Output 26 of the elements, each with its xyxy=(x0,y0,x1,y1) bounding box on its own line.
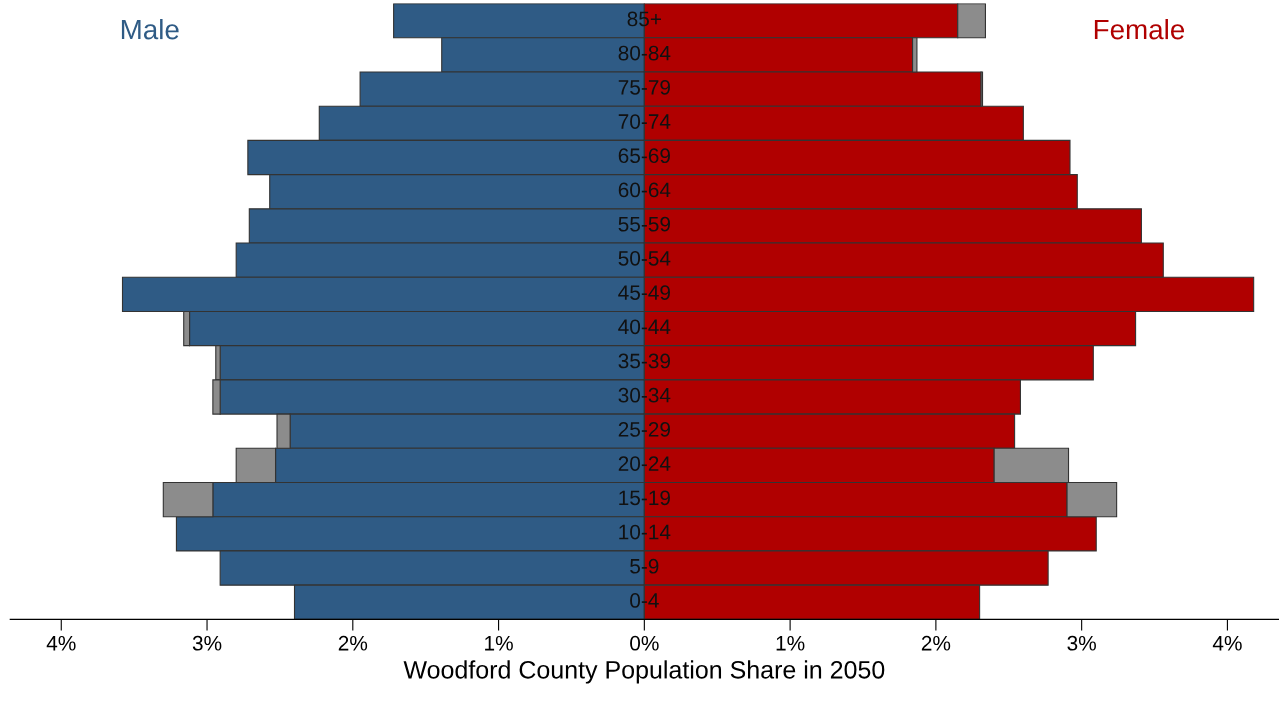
x-tick-label: 1% xyxy=(485,635,513,651)
y-tick-label: 85+ xyxy=(627,11,661,27)
y-tick-label: 75-79 xyxy=(618,79,670,95)
y-tick-label: 55-59 xyxy=(618,216,670,232)
y-tick-label: 5-9 xyxy=(630,558,659,574)
text: Female xyxy=(1094,18,1185,40)
y-tick-label: 65-69 xyxy=(618,148,670,164)
y-tick-label: 80-84 xyxy=(618,45,671,61)
y-tick-label: 0-4 xyxy=(630,593,659,608)
y-tick-label: 70-74 xyxy=(618,114,671,129)
y-tick-label: 15-19 xyxy=(619,490,670,506)
x-tick-label: 0% xyxy=(630,635,659,651)
y-tick-label: 40-44 xyxy=(618,319,671,335)
y-tick-label: 50-54 xyxy=(618,250,671,266)
y-tick-label: 20-24 xyxy=(618,456,671,471)
x-tick-label: 2% xyxy=(338,635,368,651)
x-tick-label: 4% xyxy=(1212,635,1242,651)
y-tick-label: 30-34 xyxy=(618,387,671,403)
text: Male xyxy=(121,18,179,40)
x-axis-title: Woodford County Population Share in 2050 xyxy=(403,660,885,684)
x-tick-label: 3% xyxy=(1067,635,1096,651)
x-tick-label: 4% xyxy=(46,635,76,651)
x-tick-label: 3% xyxy=(192,635,222,651)
x-tick-label: 1% xyxy=(776,635,805,651)
x-tick-label: 2% xyxy=(921,635,951,651)
y-tick-label: 60-64 xyxy=(618,182,671,198)
